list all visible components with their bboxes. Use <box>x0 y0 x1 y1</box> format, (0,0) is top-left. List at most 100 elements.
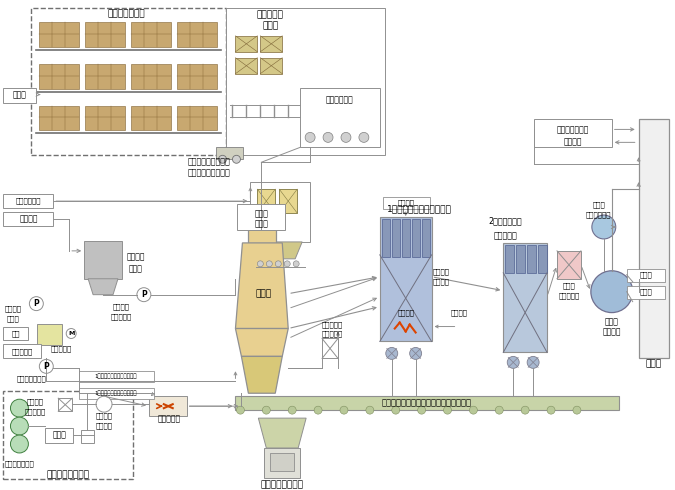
Circle shape <box>495 406 504 414</box>
Circle shape <box>284 261 290 267</box>
Circle shape <box>232 155 240 163</box>
Text: 2次セラミック: 2次セラミック <box>489 217 522 225</box>
Text: 雑固体: 雑固体 <box>13 90 26 99</box>
Text: プロセス放射線: プロセス放射線 <box>557 125 589 134</box>
Bar <box>639 120 668 358</box>
Bar <box>85 105 125 130</box>
Text: 燃焼空気: 燃焼空気 <box>27 399 44 406</box>
Polygon shape <box>242 356 282 393</box>
Bar <box>31 8 225 155</box>
Text: フィルター: フィルター <box>493 231 517 240</box>
Text: 活性炭・樹脂供給機: 活性炭・樹脂供給機 <box>187 169 230 178</box>
Circle shape <box>314 406 322 414</box>
Bar <box>322 339 338 358</box>
Bar <box>225 8 385 155</box>
Bar <box>248 229 276 243</box>
Text: 転倒機: 転倒機 <box>263 22 278 30</box>
Bar <box>270 453 294 471</box>
Text: 1次セラミックフィルター: 1次セラミックフィルター <box>387 204 452 214</box>
Text: 補助ブロワー: 補助ブロワー <box>586 212 612 219</box>
Bar <box>84 241 122 279</box>
Bar <box>412 219 420 257</box>
Bar <box>177 105 217 130</box>
Text: 投入機: 投入機 <box>254 220 268 228</box>
Bar <box>85 22 125 47</box>
Polygon shape <box>259 418 306 448</box>
Text: 活性炭・樹脂: 活性炭・樹脂 <box>16 198 41 204</box>
Text: 洗濯廃液: 洗濯廃液 <box>113 303 130 310</box>
Bar <box>131 64 171 89</box>
Bar <box>131 22 171 47</box>
Circle shape <box>469 406 477 414</box>
Text: 1次セラミックフィルターへ: 1次セラミックフィルターへ <box>95 391 137 396</box>
Bar <box>236 396 619 410</box>
Text: バレテーナ: バレテーナ <box>257 10 284 20</box>
Bar <box>3 391 133 479</box>
Bar <box>279 189 297 213</box>
Text: P: P <box>141 290 146 299</box>
Polygon shape <box>236 243 288 328</box>
Circle shape <box>263 406 270 414</box>
Circle shape <box>386 347 398 359</box>
Circle shape <box>591 271 632 313</box>
Text: P: P <box>43 362 49 371</box>
Text: ブロワー: ブロワー <box>603 327 621 336</box>
Circle shape <box>96 396 112 412</box>
Bar <box>516 245 525 273</box>
Bar <box>504 243 547 352</box>
Bar <box>527 245 536 273</box>
Text: 空気予熱器: 空気予熱器 <box>157 415 180 424</box>
Bar <box>261 58 282 74</box>
Bar <box>81 430 94 443</box>
Text: 雑固体自動倉庫: 雑固体自動倉庫 <box>107 9 144 19</box>
Polygon shape <box>88 279 118 294</box>
Circle shape <box>323 132 333 143</box>
Text: 供給ポンプ: 供給ポンプ <box>110 313 132 320</box>
Bar <box>238 204 286 230</box>
Bar <box>37 323 62 345</box>
Bar <box>45 428 73 443</box>
Text: パルス式: パルス式 <box>433 269 450 275</box>
Text: 廃油供給ポンプ: 廃油供給ポンプ <box>16 375 47 382</box>
Text: 逃がし排気: 逃がし排気 <box>322 330 344 337</box>
Circle shape <box>137 288 151 302</box>
Text: タンク: タンク <box>129 264 143 273</box>
Circle shape <box>219 155 227 163</box>
Bar <box>383 197 429 209</box>
Bar <box>177 22 217 47</box>
Text: 気化器: 気化器 <box>52 431 66 440</box>
Text: 排ガス: 排ガス <box>593 202 605 208</box>
Circle shape <box>257 261 263 267</box>
Bar <box>131 105 171 130</box>
Bar <box>422 219 429 257</box>
Text: 燃焼空気: 燃焼空気 <box>96 413 113 419</box>
Bar <box>392 219 400 257</box>
Bar <box>236 36 257 52</box>
Polygon shape <box>259 242 302 259</box>
Bar <box>380 217 431 342</box>
Circle shape <box>11 435 28 453</box>
Bar <box>58 398 72 411</box>
Bar <box>538 245 547 273</box>
Bar <box>39 105 79 130</box>
Circle shape <box>293 261 299 267</box>
Text: プロパン: プロパン <box>451 309 468 316</box>
Circle shape <box>11 399 28 417</box>
Text: プロパンボンベ庫: プロパンボンベ庫 <box>47 470 90 479</box>
Text: 雑固体: 雑固体 <box>254 210 268 219</box>
Text: 排ガス: 排ガス <box>562 282 575 289</box>
Text: フィルター: フィルター <box>25 409 46 416</box>
Circle shape <box>418 406 426 414</box>
Text: M: M <box>68 331 74 336</box>
Bar <box>506 245 514 273</box>
Text: バレテーナ搬送台車: バレテーナ搬送台車 <box>187 158 230 167</box>
Bar <box>265 448 300 478</box>
Text: フィルター: フィルター <box>558 293 580 299</box>
Text: ポンプ: ポンプ <box>7 315 20 322</box>
Bar <box>557 251 581 279</box>
Text: P: P <box>34 299 39 308</box>
Polygon shape <box>236 328 288 356</box>
Circle shape <box>359 132 369 143</box>
Circle shape <box>521 406 529 414</box>
Bar <box>177 64 217 89</box>
